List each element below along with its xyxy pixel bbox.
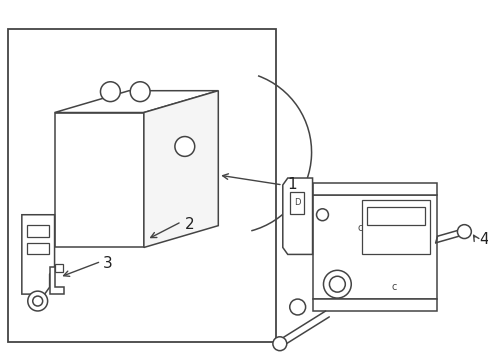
Circle shape — [329, 276, 345, 292]
Bar — [8, 29, 275, 342]
Polygon shape — [55, 113, 143, 247]
Circle shape — [33, 296, 42, 306]
Circle shape — [100, 82, 120, 102]
Polygon shape — [143, 91, 218, 247]
Polygon shape — [22, 215, 55, 294]
Circle shape — [28, 291, 47, 311]
Circle shape — [456, 225, 470, 239]
Text: c: c — [391, 282, 397, 292]
Polygon shape — [49, 267, 64, 294]
Bar — [55, 264, 62, 272]
Text: 1: 1 — [287, 177, 297, 193]
Polygon shape — [282, 178, 312, 255]
Text: 3: 3 — [103, 256, 113, 271]
Bar — [312, 183, 436, 195]
Text: c: c — [357, 222, 362, 233]
Bar — [27, 243, 48, 255]
Bar — [289, 192, 303, 214]
Circle shape — [289, 299, 305, 315]
Bar — [366, 207, 424, 225]
Bar — [362, 200, 429, 255]
Circle shape — [323, 270, 350, 298]
Text: 4: 4 — [478, 232, 488, 247]
Circle shape — [272, 337, 286, 351]
Polygon shape — [55, 91, 218, 113]
Circle shape — [130, 82, 150, 102]
Circle shape — [316, 209, 328, 221]
Bar — [27, 225, 48, 237]
Text: 2: 2 — [184, 217, 194, 232]
Bar — [312, 299, 436, 311]
Polygon shape — [312, 195, 436, 299]
Text: D: D — [293, 198, 300, 207]
Circle shape — [175, 136, 194, 156]
